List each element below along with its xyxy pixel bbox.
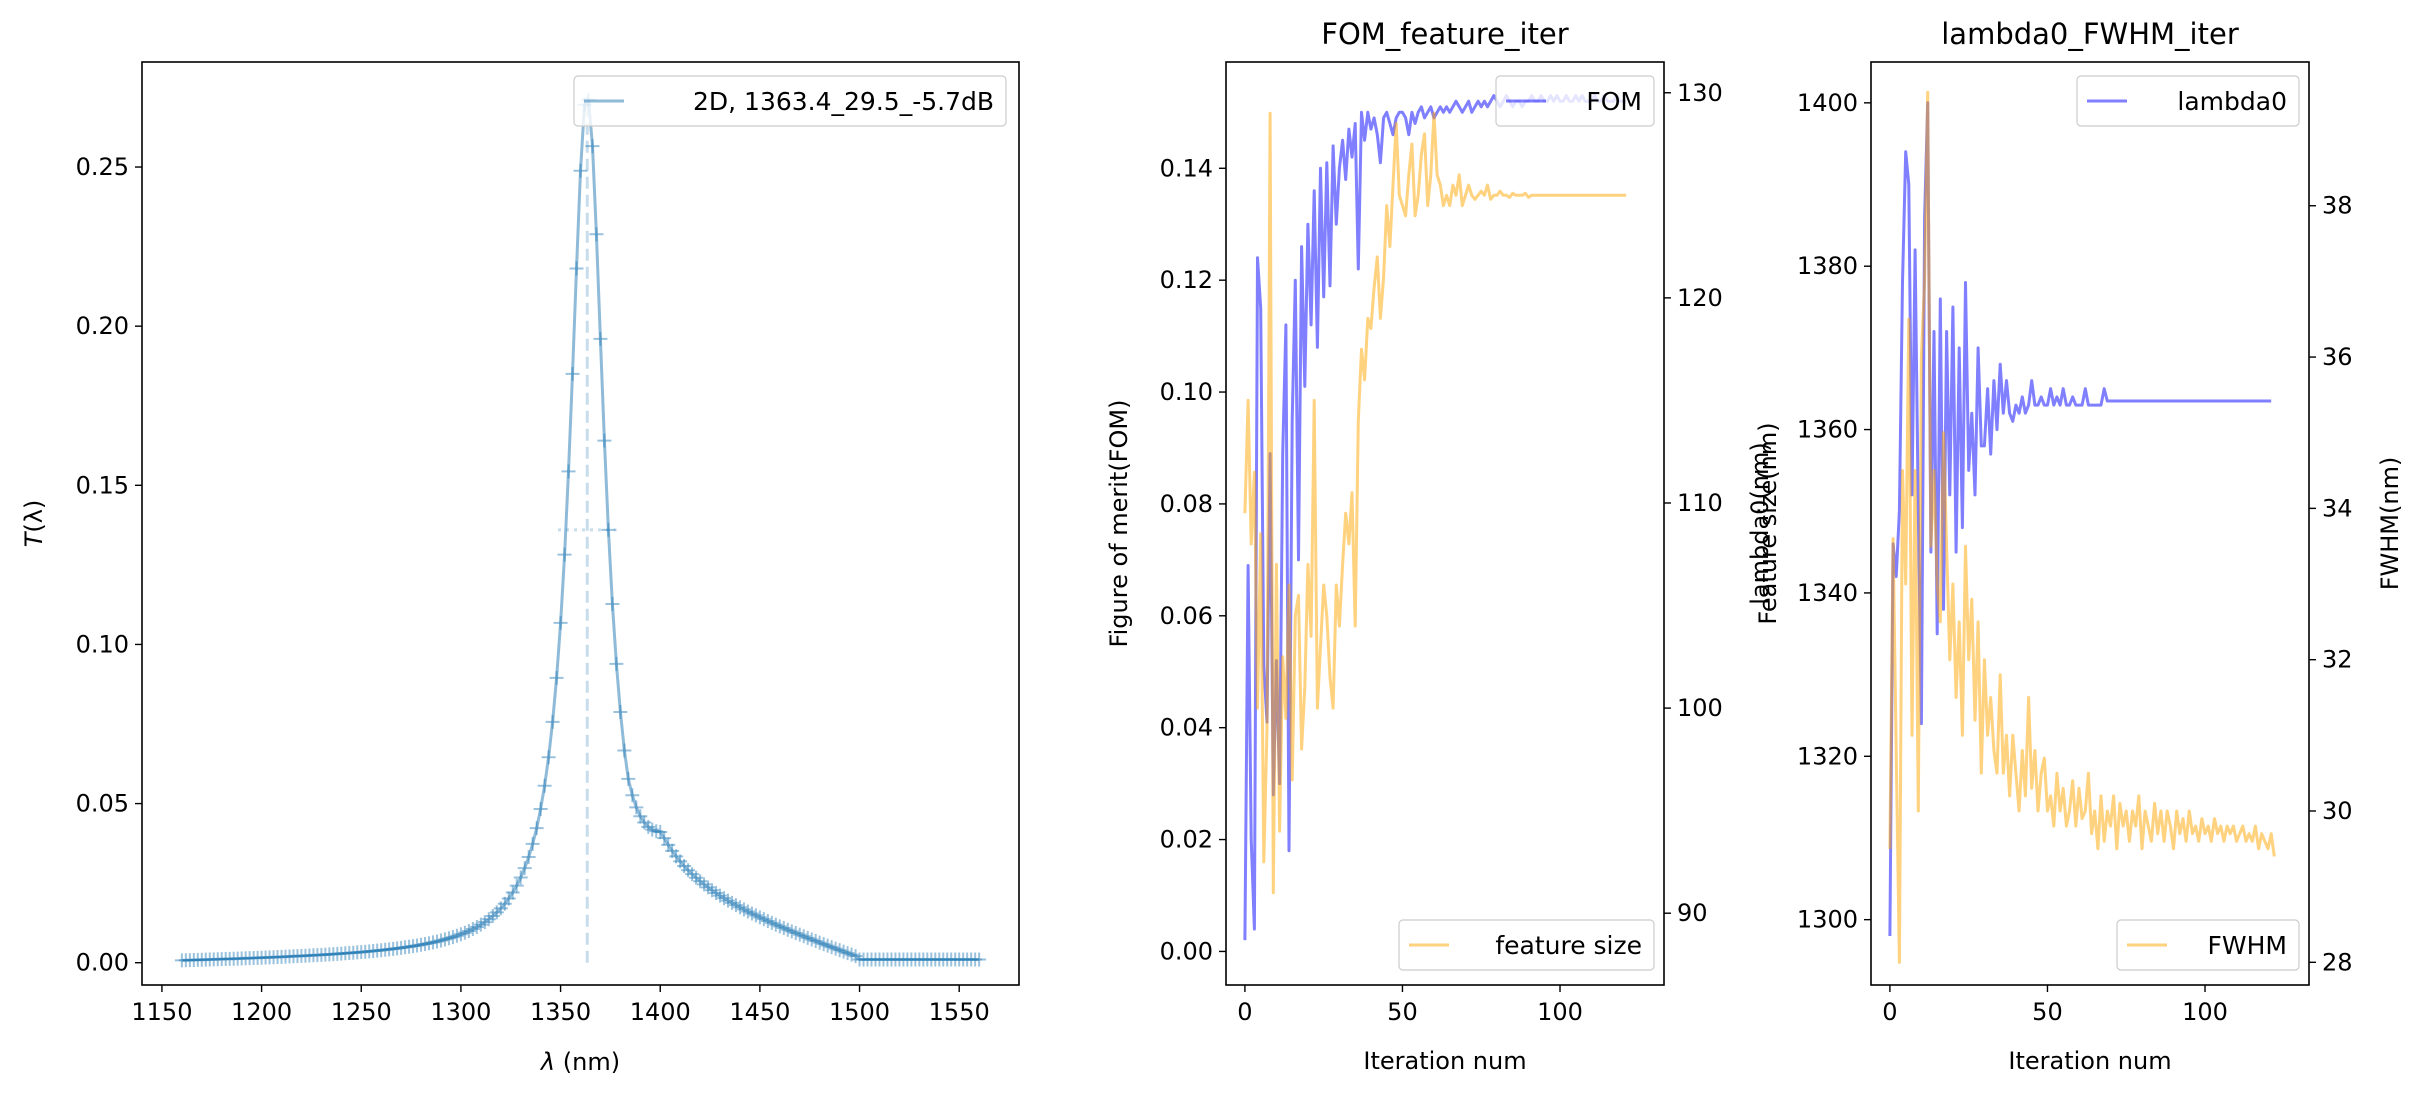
y-tick-label: 0.00	[1160, 937, 1213, 965]
plot-area	[1888, 90, 2276, 964]
legend-label: feature size	[1495, 931, 1642, 960]
axes-frame	[1870, 61, 2310, 986]
x-tick-label: 1550	[929, 998, 990, 1026]
x-tick-label: 50	[2032, 998, 2063, 1026]
y-right-tick-label: 38	[2322, 192, 2353, 220]
x-tick-label: 1450	[729, 998, 790, 1026]
x-tick-label: 1250	[331, 998, 392, 1026]
y-right-tick-label: 28	[2322, 948, 2353, 976]
legend-box	[573, 75, 1007, 127]
series-line-transmission	[181, 98, 980, 962]
y-right-tick-label: 130	[1677, 79, 1723, 107]
y-tick-label: 0.08	[1160, 490, 1213, 518]
x-tick-label: 1200	[231, 998, 292, 1026]
chart-fom-feature: FOM_feature_iter 0 50 1000.000.020.040.060…	[1105, 17, 1782, 1075]
y-tick-label: 1320	[1797, 742, 1858, 770]
y-tick-label: 0.14	[1160, 154, 1213, 182]
legend-box	[2116, 919, 2300, 971]
y-right-tick-label: 110	[1677, 489, 1723, 517]
y-right-tick-label: 36	[2322, 343, 2353, 371]
plot-area	[174, 92, 987, 968]
y-tick-label: 0.06	[1160, 602, 1213, 630]
x-tick-label: 1400	[630, 998, 691, 1026]
x-tick-label: 0	[1237, 998, 1252, 1026]
axes: 1150 1200 1250 1300 1350 1400 1450 1500 1550 0.00…	[76, 61, 1020, 1026]
y-right-tick-label: 34	[2322, 494, 2353, 522]
x-tick-label: 1500	[829, 998, 890, 1026]
y-right-tick-label: 120	[1677, 284, 1723, 312]
x-axis-label: λ (nm)	[539, 1048, 620, 1076]
y-axis-label-right: Feature size(nm)	[1754, 422, 1782, 624]
legend-box	[1398, 919, 1655, 971]
y-tick-label: 0.12	[1160, 266, 1213, 294]
x-tick-label: 1300	[430, 998, 491, 1026]
legend: lambda0 FWHM	[2076, 75, 2300, 971]
y-tick-label: 0.15	[76, 471, 129, 499]
legend-label: FOM	[1586, 87, 1642, 116]
legend-label: lambda0	[2177, 87, 2287, 116]
y-tick-label: 0.05	[76, 790, 129, 818]
y-right-tick-label: 90	[1677, 899, 1708, 927]
x-tick-label: 50	[1387, 998, 1418, 1026]
chart-title: lambda0_FWHM_iter	[1941, 17, 2239, 51]
legend-box	[1495, 75, 1655, 127]
y-tick-label: 1380	[1797, 252, 1858, 280]
y-tick-label: 1300	[1797, 906, 1858, 934]
plot-area	[1243, 94, 1627, 941]
series-line-fom	[1243, 94, 1627, 941]
y-tick-label: 0.10	[1160, 378, 1213, 406]
y-tick-label: 1340	[1797, 579, 1858, 607]
x-axis-label: Iteration num	[1363, 1047, 1526, 1075]
y-axis-label: Figure of merit(FOM)	[1105, 400, 1133, 648]
y-tick-label: 0.20	[76, 312, 129, 340]
legend: 2D, 1363.4_29.5_-5.7dB	[573, 75, 1007, 127]
chart-title: FOM_feature_iter	[1321, 17, 1568, 51]
y-right-tick-label: 32	[2322, 646, 2353, 674]
axes: 0 50 100 1300 1320 1340 1360 1380 1400 28 30 32 34 36…	[1797, 61, 2353, 1026]
legend: FOM feature size	[1398, 75, 1655, 971]
series-line-lambda0	[1888, 101, 2272, 937]
axes-frame	[1225, 61, 1665, 986]
y-axis-label: T(λ)	[20, 500, 48, 548]
legend-box	[2076, 75, 2300, 127]
x-tick-label: 1350	[530, 998, 591, 1026]
x-tick-label: 100	[2182, 998, 2228, 1026]
x-tick-label: 0	[1882, 998, 1897, 1026]
y-tick-label: 1360	[1797, 416, 1858, 444]
y-tick-label: 0.10	[76, 630, 129, 658]
y-right-tick-label: 100	[1677, 694, 1723, 722]
y-right-tick-label: 30	[2322, 797, 2353, 825]
axes-frame	[141, 61, 1020, 986]
x-axis-label: Iteration num	[2008, 1047, 2171, 1075]
legend-label: 2D, 1363.4_29.5_-5.7dB	[693, 87, 994, 116]
series-markers	[174, 92, 987, 968]
series-line-feature-size	[1243, 111, 1627, 895]
legend-label: FWHM	[2208, 931, 2287, 960]
y-tick-label: 0.00	[76, 949, 129, 977]
x-tick-label: 1150	[131, 998, 192, 1026]
y-tick-label: 0.25	[76, 153, 129, 181]
y-axis-label: lambda0(nm)	[1746, 442, 1774, 605]
y-axis-label-right: FWHM(nm)	[2376, 457, 2404, 591]
chart-spectrum: 1150 1200 1250 1300 1350 1400 1450 1500 1550 0.00…	[20, 61, 1020, 1076]
y-tick-label: 0.02	[1160, 826, 1213, 854]
y-tick-label: 1400	[1797, 89, 1858, 117]
axes: 0 50 100 0.00 0.02 0.04 0.06 0.08 0.10 0.12 0.14 90…	[1160, 61, 1723, 1026]
chart-lambda0-fwhm: lambda0_FWHM_iter 0 50 100 1300 1320 1340 1360…	[1746, 17, 2404, 1075]
series-line-fwhm	[1888, 90, 2276, 964]
y-tick-label: 0.04	[1160, 714, 1213, 742]
x-tick-label: 100	[1537, 998, 1583, 1026]
